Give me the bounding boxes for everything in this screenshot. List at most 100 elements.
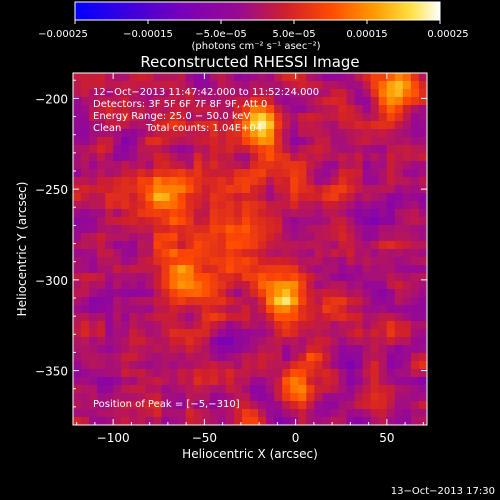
heatmap-cell xyxy=(145,289,155,298)
heatmap-cell xyxy=(89,273,98,282)
heatmap-cell xyxy=(402,337,412,346)
heatmap-cell xyxy=(394,177,404,186)
heatmap-cell xyxy=(322,193,332,202)
heatmap-cell xyxy=(169,161,179,170)
heatmap-cell xyxy=(97,297,106,306)
heatmap-cell xyxy=(338,73,348,82)
heatmap-cell xyxy=(298,225,307,234)
heatmap-cell xyxy=(330,185,340,194)
heatmap-cell xyxy=(201,193,211,202)
heatmap-cell xyxy=(282,169,291,178)
heatmap-cell xyxy=(169,193,179,202)
heatmap-cell xyxy=(225,129,235,138)
heatmap-cell xyxy=(81,217,90,226)
heatmap-cell xyxy=(250,105,259,114)
heatmap-cell xyxy=(402,289,412,298)
heatmap-cell xyxy=(169,121,179,130)
heatmap-cell xyxy=(298,177,307,186)
heatmap-cell xyxy=(362,225,372,234)
heatmap-cell xyxy=(362,337,372,346)
heatmap-cell xyxy=(121,137,130,146)
heatmap-cell xyxy=(121,241,130,250)
heatmap-cell xyxy=(217,105,227,114)
heatmap-cell xyxy=(201,361,211,370)
heatmap-cell xyxy=(177,369,187,378)
heatmap-cell xyxy=(362,169,372,178)
heatmap-cell xyxy=(346,345,356,354)
heatmap-cell xyxy=(290,273,299,282)
heatmap-cell xyxy=(177,161,187,170)
heatmap-cell xyxy=(250,193,259,202)
heatmap-cell xyxy=(354,137,364,146)
heatmap-cell xyxy=(97,345,106,354)
heatmap-cell xyxy=(362,73,372,82)
heatmap-cell xyxy=(121,97,130,106)
heatmap-cell xyxy=(217,321,227,330)
heatmap-cell xyxy=(394,97,404,106)
heatmap-cell xyxy=(290,193,299,202)
heatmap-cell xyxy=(113,353,122,362)
heatmap-cell xyxy=(169,209,179,218)
heatmap-cell xyxy=(362,113,372,122)
heatmap-cell xyxy=(185,105,195,114)
heatmap-cell xyxy=(298,345,307,354)
heatmap-cell xyxy=(410,393,420,402)
heatmap-cell xyxy=(145,137,155,146)
heatmap-cell xyxy=(89,177,98,186)
heatmap-cell xyxy=(233,409,243,418)
heatmap-cell xyxy=(137,273,147,282)
heatmap-cell xyxy=(129,377,138,386)
heatmap-cell xyxy=(113,281,122,290)
heatmap-cell xyxy=(161,321,171,330)
heatmap-cell xyxy=(89,249,98,258)
heatmap-cell xyxy=(402,129,412,138)
heatmap-cell xyxy=(386,145,396,154)
heatmap-cell xyxy=(314,417,324,425)
heatmap-cell xyxy=(298,361,307,370)
heatmap-cell xyxy=(233,177,243,186)
heatmap-cell xyxy=(250,89,259,98)
heatmap-cell xyxy=(73,361,82,370)
heatmap-cell xyxy=(266,305,275,314)
heatmap-cell xyxy=(241,409,251,418)
heatmap-cell xyxy=(362,217,372,226)
heatmap-cell xyxy=(137,105,147,114)
heatmap-cell xyxy=(73,417,82,425)
heatmap-cell xyxy=(330,337,340,346)
heatmap-cell xyxy=(274,241,283,250)
heatmap-cell xyxy=(362,89,372,98)
heatmap-cell xyxy=(129,257,138,266)
y-axis-label: Heliocentric Y (arcsec) xyxy=(15,182,29,317)
heatmap-cell xyxy=(217,313,227,322)
heatmap-cell xyxy=(370,129,380,138)
heatmap-cell xyxy=(225,241,235,250)
heatmap-cell xyxy=(410,225,420,234)
heatmap-cell xyxy=(370,241,380,250)
heatmap-cell xyxy=(258,249,267,258)
heatmap-cell xyxy=(225,401,235,410)
heatmap-cell xyxy=(177,353,187,362)
heatmap-cell xyxy=(81,145,90,154)
heatmap-cell xyxy=(386,289,396,298)
heatmap-cell xyxy=(354,233,364,242)
heatmap-cell xyxy=(314,97,324,106)
heatmap-cell xyxy=(209,273,219,282)
heatmap-cell xyxy=(346,321,356,330)
heatmap-cell xyxy=(97,201,106,210)
heatmap-cell xyxy=(394,201,404,210)
heatmap-cell xyxy=(97,257,106,266)
heatmap-cell xyxy=(137,81,147,90)
heatmap-cell xyxy=(145,105,155,114)
heatmap-cell xyxy=(81,377,90,386)
heatmap-cell xyxy=(121,377,130,386)
heatmap-cell xyxy=(274,137,283,146)
heatmap-cell xyxy=(314,273,324,282)
heatmap-cell xyxy=(418,361,427,370)
heatmap-cell xyxy=(145,313,155,322)
heatmap-cell xyxy=(314,161,324,170)
heatmap-cell xyxy=(73,225,82,234)
heatmap-cell xyxy=(282,137,291,146)
heatmap-cell xyxy=(105,393,114,402)
heatmap-cell xyxy=(193,417,203,425)
heatmap-cell xyxy=(386,153,396,162)
